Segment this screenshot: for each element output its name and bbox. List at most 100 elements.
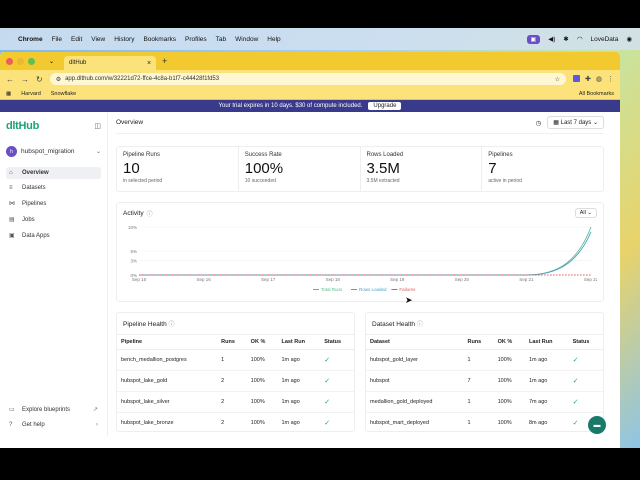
close-window-button[interactable] <box>6 57 13 65</box>
profile-icon[interactable]: ◍ <box>595 76 602 83</box>
sidebar-item-explore-blueprints[interactable]: ▭ Explore blueprints ↗ <box>6 403 101 416</box>
extension-icon[interactable] <box>573 75 581 82</box>
address-bar[interactable]: ⚙ app.dlthub.com/w/32221d72-ffce-4c8a-b1… <box>49 73 567 85</box>
jobs-icon: ▤ <box>9 217 15 223</box>
chat-support-button[interactable]: ▬ <box>588 416 606 434</box>
cell-ok: 100% <box>246 349 278 371</box>
apps-grid-icon[interactable]: ▦ <box>6 90 12 97</box>
column-header[interactable]: Status <box>320 334 354 350</box>
menu-help[interactable]: Help <box>267 35 281 43</box>
tab-search-chevron-icon[interactable]: ⌄ <box>49 58 55 65</box>
bookmark-harvard[interactable]: Harvard <box>21 90 41 97</box>
sidebar-item-jobs[interactable]: ▤ Jobs <box>6 213 101 226</box>
table-row[interactable]: medallion_gold_deployed 1 100% 7m ago ✓ <box>366 391 603 413</box>
panel-header: Dataset Health ⓘ <box>366 313 603 334</box>
menu-tab[interactable]: Tab <box>215 35 227 43</box>
control-center-icon[interactable]: ◉ <box>626 36 632 43</box>
zoom-window-button[interactable] <box>28 57 35 65</box>
reload-icon[interactable]: ↻ <box>36 74 43 84</box>
y-tick-label: 3% <box>130 259 137 264</box>
workspace-switcher[interactable]: h hubspot_migration ⌄ <box>6 146 101 157</box>
info-icon[interactable]: ⓘ <box>146 211 153 218</box>
bookmark-star-icon[interactable]: ☆ <box>554 76 561 83</box>
mouse-cursor-icon: ➤ <box>405 295 413 305</box>
dlthub-logo[interactable]: dltHub <box>6 120 40 132</box>
clock-icon[interactable]: ◷ <box>535 119 542 127</box>
pipeline-icon: ⋈ <box>9 201 15 207</box>
cell-last-run: 8m ago <box>524 412 569 431</box>
stats-row: Pipeline Runs 10 in selected period Succ… <box>116 146 604 192</box>
menu-view[interactable]: View <box>91 35 106 43</box>
table-row[interactable]: hubspot 7 100% 1m ago ✓ <box>366 370 603 392</box>
column-header[interactable]: Last Run <box>277 334 321 350</box>
volume-icon[interactable]: ◀) <box>548 36 556 43</box>
puzzle-icon[interactable]: ✚ <box>585 76 591 83</box>
wifi-icon[interactable]: ◠ <box>576 36 583 43</box>
all-bookmarks[interactable]: All Bookmarks <box>578 90 614 97</box>
menu-bookmarks[interactable]: Bookmarks <box>143 35 176 43</box>
header-controls: ◷ ▦ Last 7 days ⌄ <box>536 116 604 129</box>
table-row[interactable]: hubspot_gold_layer 1 100% 1m ago ✓ <box>366 349 603 371</box>
legend-label[interactable]: Total Runs <box>321 287 343 292</box>
site-info-icon[interactable]: ⚙ <box>55 76 62 83</box>
menu-profiles[interactable]: Profiles <box>184 35 207 43</box>
menu-edit[interactable]: Edit <box>71 35 83 43</box>
column-header[interactable]: Status <box>568 334 603 350</box>
table-row[interactable]: hubspot_lake_silver 2 100% 1m ago ✓ <box>117 391 354 413</box>
table-row[interactable]: bench_medallion_postgres 1 100% 1m ago ✓ <box>117 349 354 371</box>
stat-value: 3.5M <box>366 160 400 177</box>
menu-app-name[interactable]: Chrome <box>18 35 43 43</box>
cell-runs: 7 <box>463 370 494 392</box>
bookmark-snowflake[interactable]: Snowflake <box>50 90 77 97</box>
menu-window[interactable]: Window <box>235 35 259 43</box>
menu-file[interactable]: File <box>51 35 63 43</box>
chevron-down-icon: ⌄ <box>592 120 598 126</box>
tab-close-icon[interactable]: × <box>146 59 152 67</box>
info-icon[interactable]: ⓘ <box>416 322 423 328</box>
dataset-health-table: Dataset Runs OK % Last Run Status hubspo… <box>366 334 603 431</box>
cell-ok: 100% <box>246 370 278 392</box>
x-tick-label: Sep 15 <box>132 277 147 282</box>
sidebar-item-label: Overview <box>22 170 49 176</box>
bluetooth-icon[interactable]: ✱ <box>563 36 569 43</box>
upgrade-button[interactable]: Upgrade <box>368 102 402 110</box>
info-icon[interactable]: ⓘ <box>168 322 175 328</box>
table-row[interactable]: hubspot_lake_gold 2 100% 1m ago ✓ <box>117 370 354 392</box>
sidebar-item-data-apps[interactable]: ▣ Data Apps <box>6 229 101 242</box>
legend-label[interactable]: Rows Loaded <box>359 287 387 292</box>
cell-last-run: 7m ago <box>524 391 569 413</box>
column-header[interactable]: Last Run <box>524 334 569 350</box>
cell-last-run: 1m ago <box>277 391 321 413</box>
sidebar-item-pipelines[interactable]: ⋈ Pipelines <box>6 197 101 210</box>
collapse-sidebar-icon[interactable]: ◫ <box>94 123 101 130</box>
column-header[interactable]: OK % <box>246 334 278 350</box>
menu-history[interactable]: History <box>114 35 135 43</box>
sidebar-item-get-help[interactable]: ? Get help › <box>6 419 101 431</box>
column-header[interactable]: Dataset <box>366 334 464 350</box>
cell-last-run: 1m ago <box>524 349 569 371</box>
cell-name: hubspot <box>366 370 464 392</box>
legend-label[interactable]: Failures <box>399 287 416 292</box>
table-row[interactable]: hubspot_mart_deployed 1 100% 8m ago ✓ <box>366 412 603 431</box>
user-name[interactable]: LoveData <box>590 35 619 43</box>
browser-tab-dlthub[interactable]: dltHub × <box>64 56 157 70</box>
column-header[interactable]: Runs <box>217 334 247 350</box>
table-row[interactable]: hubspot_lake_bronze 2 100% 1m ago ✓ <box>117 412 354 431</box>
minimize-window-button[interactable] <box>17 57 24 65</box>
screen-record-icon[interactable]: ▣ <box>526 34 541 44</box>
workspace-avatar: h <box>6 146 17 157</box>
column-header[interactable]: OK % <box>493 334 525 350</box>
panel-title: Dataset Health <box>372 321 415 328</box>
new-tab-icon[interactable]: + <box>162 56 168 66</box>
sidebar-item-overview[interactable]: ⌂ Overview <box>6 167 101 179</box>
sidebar-item-datasets[interactable]: ≡ Datasets <box>6 182 101 194</box>
date-range-select[interactable]: ▦ Last 7 days ⌄ <box>547 116 604 129</box>
cell-ok: 100% <box>246 391 278 413</box>
forward-arrow-icon[interactable]: → <box>21 74 29 84</box>
column-header[interactable]: Runs <box>463 334 494 350</box>
activity-filter-select[interactable]: All ⌄ <box>574 208 597 218</box>
health-panels: Pipeline Health ⓘ Pipeline Runs OK % Las… <box>116 312 604 432</box>
back-arrow-icon[interactable]: ← <box>6 74 14 84</box>
column-header[interactable]: Pipeline <box>117 334 218 350</box>
kebab-menu-icon[interactable]: ⋮ <box>607 76 614 83</box>
